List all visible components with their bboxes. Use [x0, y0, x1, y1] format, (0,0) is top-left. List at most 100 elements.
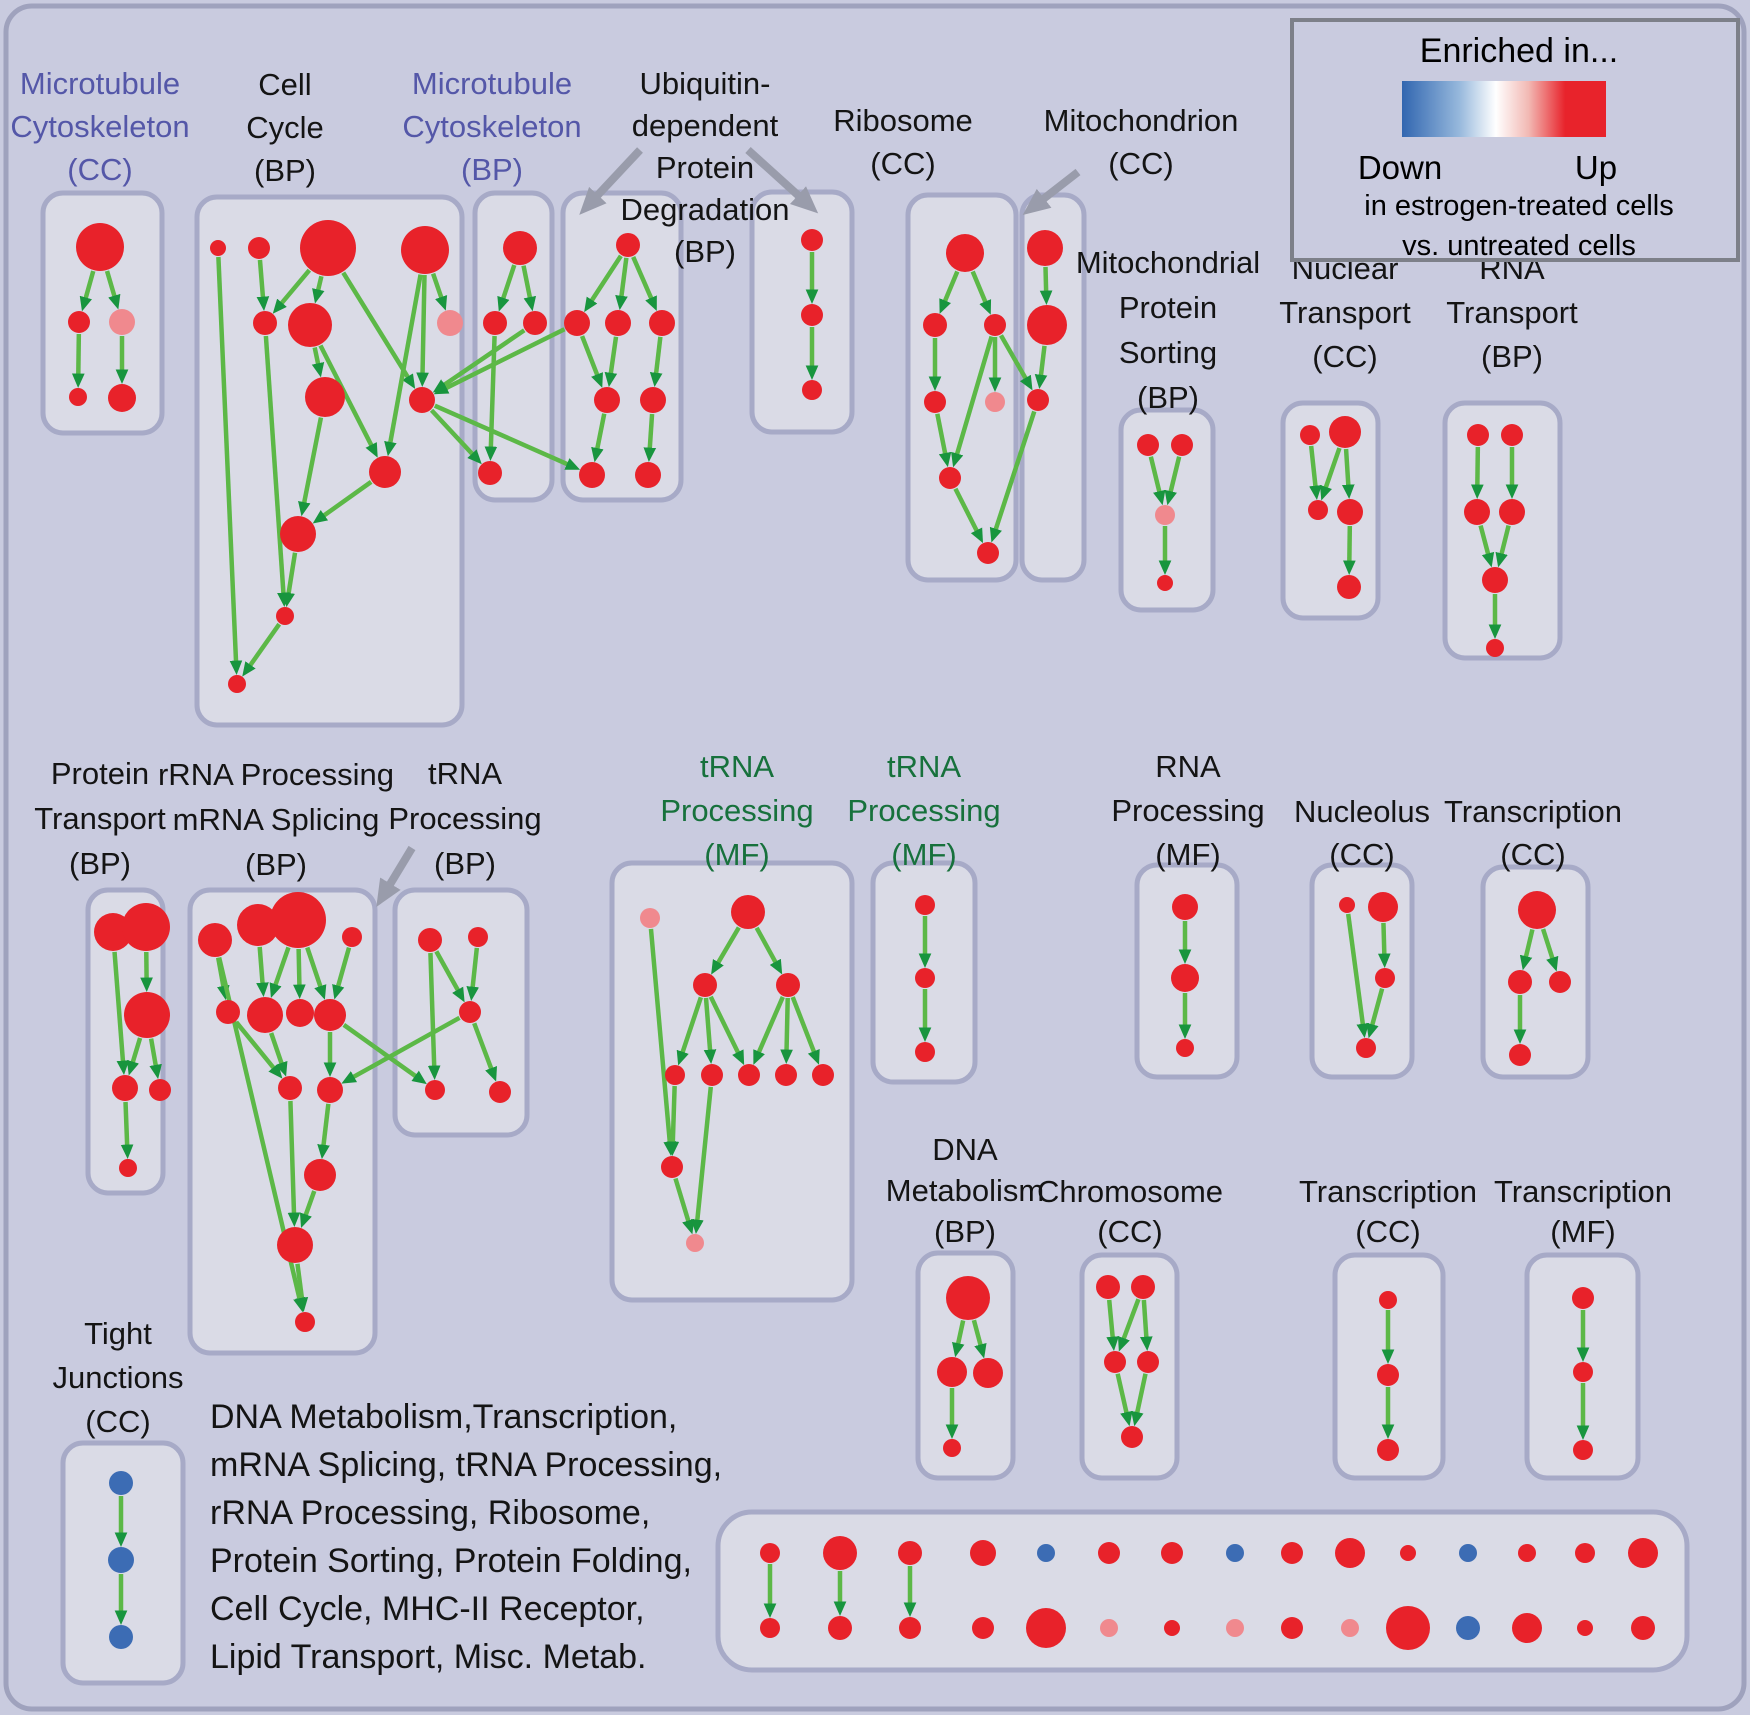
go-term-node	[898, 1541, 922, 1565]
go-term-node	[1308, 500, 1328, 520]
go-term-node	[247, 997, 283, 1033]
go-term-node	[1573, 1440, 1593, 1460]
edge-arrow	[673, 1177, 695, 1235]
cluster-label-trna-mf-1: tRNA Processing (MF)	[660, 749, 813, 872]
go-term-node	[1482, 567, 1508, 593]
go-term-node	[300, 220, 356, 276]
go-term-node	[1161, 1542, 1183, 1564]
go-term-node	[1121, 1426, 1143, 1448]
cluster-box-mt-cc	[40, 190, 165, 436]
legend-gradient-bar	[1402, 81, 1606, 137]
go-term-node	[1131, 1275, 1155, 1299]
cluster-label-ubiquitin: Ubiquitin-dependent Protein Degradation (BP…	[621, 66, 790, 269]
edge-arrow	[298, 417, 324, 517]
go-term-node	[1137, 1351, 1159, 1373]
edge-arrow	[953, 487, 984, 544]
go-term-node	[915, 895, 935, 915]
go-term-node	[112, 1075, 138, 1101]
go-term-node	[1281, 1617, 1303, 1639]
go-term-node	[1027, 389, 1049, 411]
go-term-node	[973, 1358, 1003, 1388]
go-term-node	[1459, 1544, 1477, 1562]
edge-arrow	[989, 410, 1037, 543]
go-term-node	[579, 462, 605, 488]
go-term-node	[1155, 505, 1175, 525]
edge-arrow	[1106, 1299, 1119, 1352]
go-term-node	[1512, 1613, 1542, 1643]
go-term-node	[1226, 1619, 1244, 1637]
go-term-node	[693, 973, 717, 997]
edge-arrow	[295, 1263, 309, 1313]
edge-arrow	[120, 1101, 134, 1159]
go-term-node	[468, 927, 488, 947]
edge-arrow	[472, 1022, 497, 1082]
edge-arrow	[433, 327, 566, 395]
go-term-node	[1518, 891, 1556, 929]
edge-arrow	[1039, 266, 1053, 305]
edge-arrow	[272, 268, 312, 314]
edge-arrow	[970, 270, 992, 315]
edge-arrow	[1115, 1373, 1133, 1427]
edge-arrow	[432, 328, 526, 393]
go-term-node	[616, 233, 640, 257]
legend-subtitle-line1: in estrogen-treated cells	[1364, 190, 1674, 222]
go-term-node	[775, 1064, 797, 1086]
go-term-node	[640, 387, 666, 413]
go-term-node	[701, 1064, 723, 1086]
edge-arrow	[256, 259, 270, 311]
go-term-node	[1508, 970, 1532, 994]
edge-arrow	[1117, 1298, 1141, 1352]
go-term-node	[984, 314, 1006, 336]
go-term-node	[665, 1065, 685, 1085]
legend-up-label: Up	[1574, 149, 1618, 186]
cluster-label-mt-bp: Microtubule Cytoskeleton (BP)	[402, 66, 581, 187]
edge-arrow	[604, 336, 619, 388]
cluster-box-bottom-misc-panel	[715, 1509, 1690, 1673]
edge-arrow	[312, 480, 373, 524]
go-term-node	[76, 223, 124, 271]
edge-arrow	[104, 270, 121, 310]
edge-arrow	[1139, 1299, 1153, 1351]
edge-arrow	[312, 275, 325, 304]
go-term-node	[409, 387, 435, 413]
cluster-label-transcription-mf: Transcription (MF)	[1494, 1174, 1672, 1249]
go-term-node	[1341, 1619, 1359, 1637]
edge-arrow	[643, 413, 657, 462]
go-term-node	[1501, 424, 1523, 446]
note-line: DNA Metabolism,Transcription,	[210, 1398, 678, 1436]
go-term-node	[937, 1357, 967, 1387]
cluster-label-trna-bp: tRNA Processing (BP)	[388, 756, 541, 881]
go-term-node	[523, 311, 547, 335]
go-term-node	[108, 1547, 134, 1573]
go-term-node	[286, 999, 314, 1027]
edge-arrow	[1341, 448, 1355, 499]
go-term-node	[915, 968, 935, 988]
edge-arrow	[790, 996, 820, 1065]
go-term-node	[295, 1312, 315, 1332]
edge-arrow	[305, 946, 327, 1000]
legend-box: Enriched in... Down Up in estrogen-treat…	[1290, 18, 1740, 262]
edge-arrow	[939, 270, 960, 314]
go-term-node	[1339, 897, 1355, 913]
go-term-node	[1026, 1608, 1066, 1648]
go-term-node	[649, 310, 675, 336]
cluster-box-chromosome	[1079, 1252, 1180, 1481]
go-term-node	[1104, 1351, 1126, 1373]
go-term-node	[1098, 1542, 1120, 1564]
go-term-node	[483, 311, 507, 335]
go-term-node	[1171, 964, 1199, 992]
go-term-node	[228, 675, 246, 693]
edge-arrow	[466, 947, 480, 1002]
edge-arrow	[676, 996, 704, 1066]
annotation-arrow	[579, 147, 643, 215]
go-term-node	[972, 1617, 994, 1639]
edge-arrow	[126, 1037, 143, 1076]
cluster-label-protein-transport: Protein Transport (BP)	[34, 756, 166, 881]
edge-arrow	[780, 997, 793, 1064]
cluster-box-trna-mf-1	[609, 860, 855, 1303]
annotation-arrow	[1022, 168, 1081, 216]
edge-arrow	[234, 1020, 283, 1079]
cluster-label-ribosome: Ribosome (CC)	[833, 103, 973, 181]
edge-arrow	[753, 996, 785, 1065]
go-term-node	[1300, 425, 1320, 445]
